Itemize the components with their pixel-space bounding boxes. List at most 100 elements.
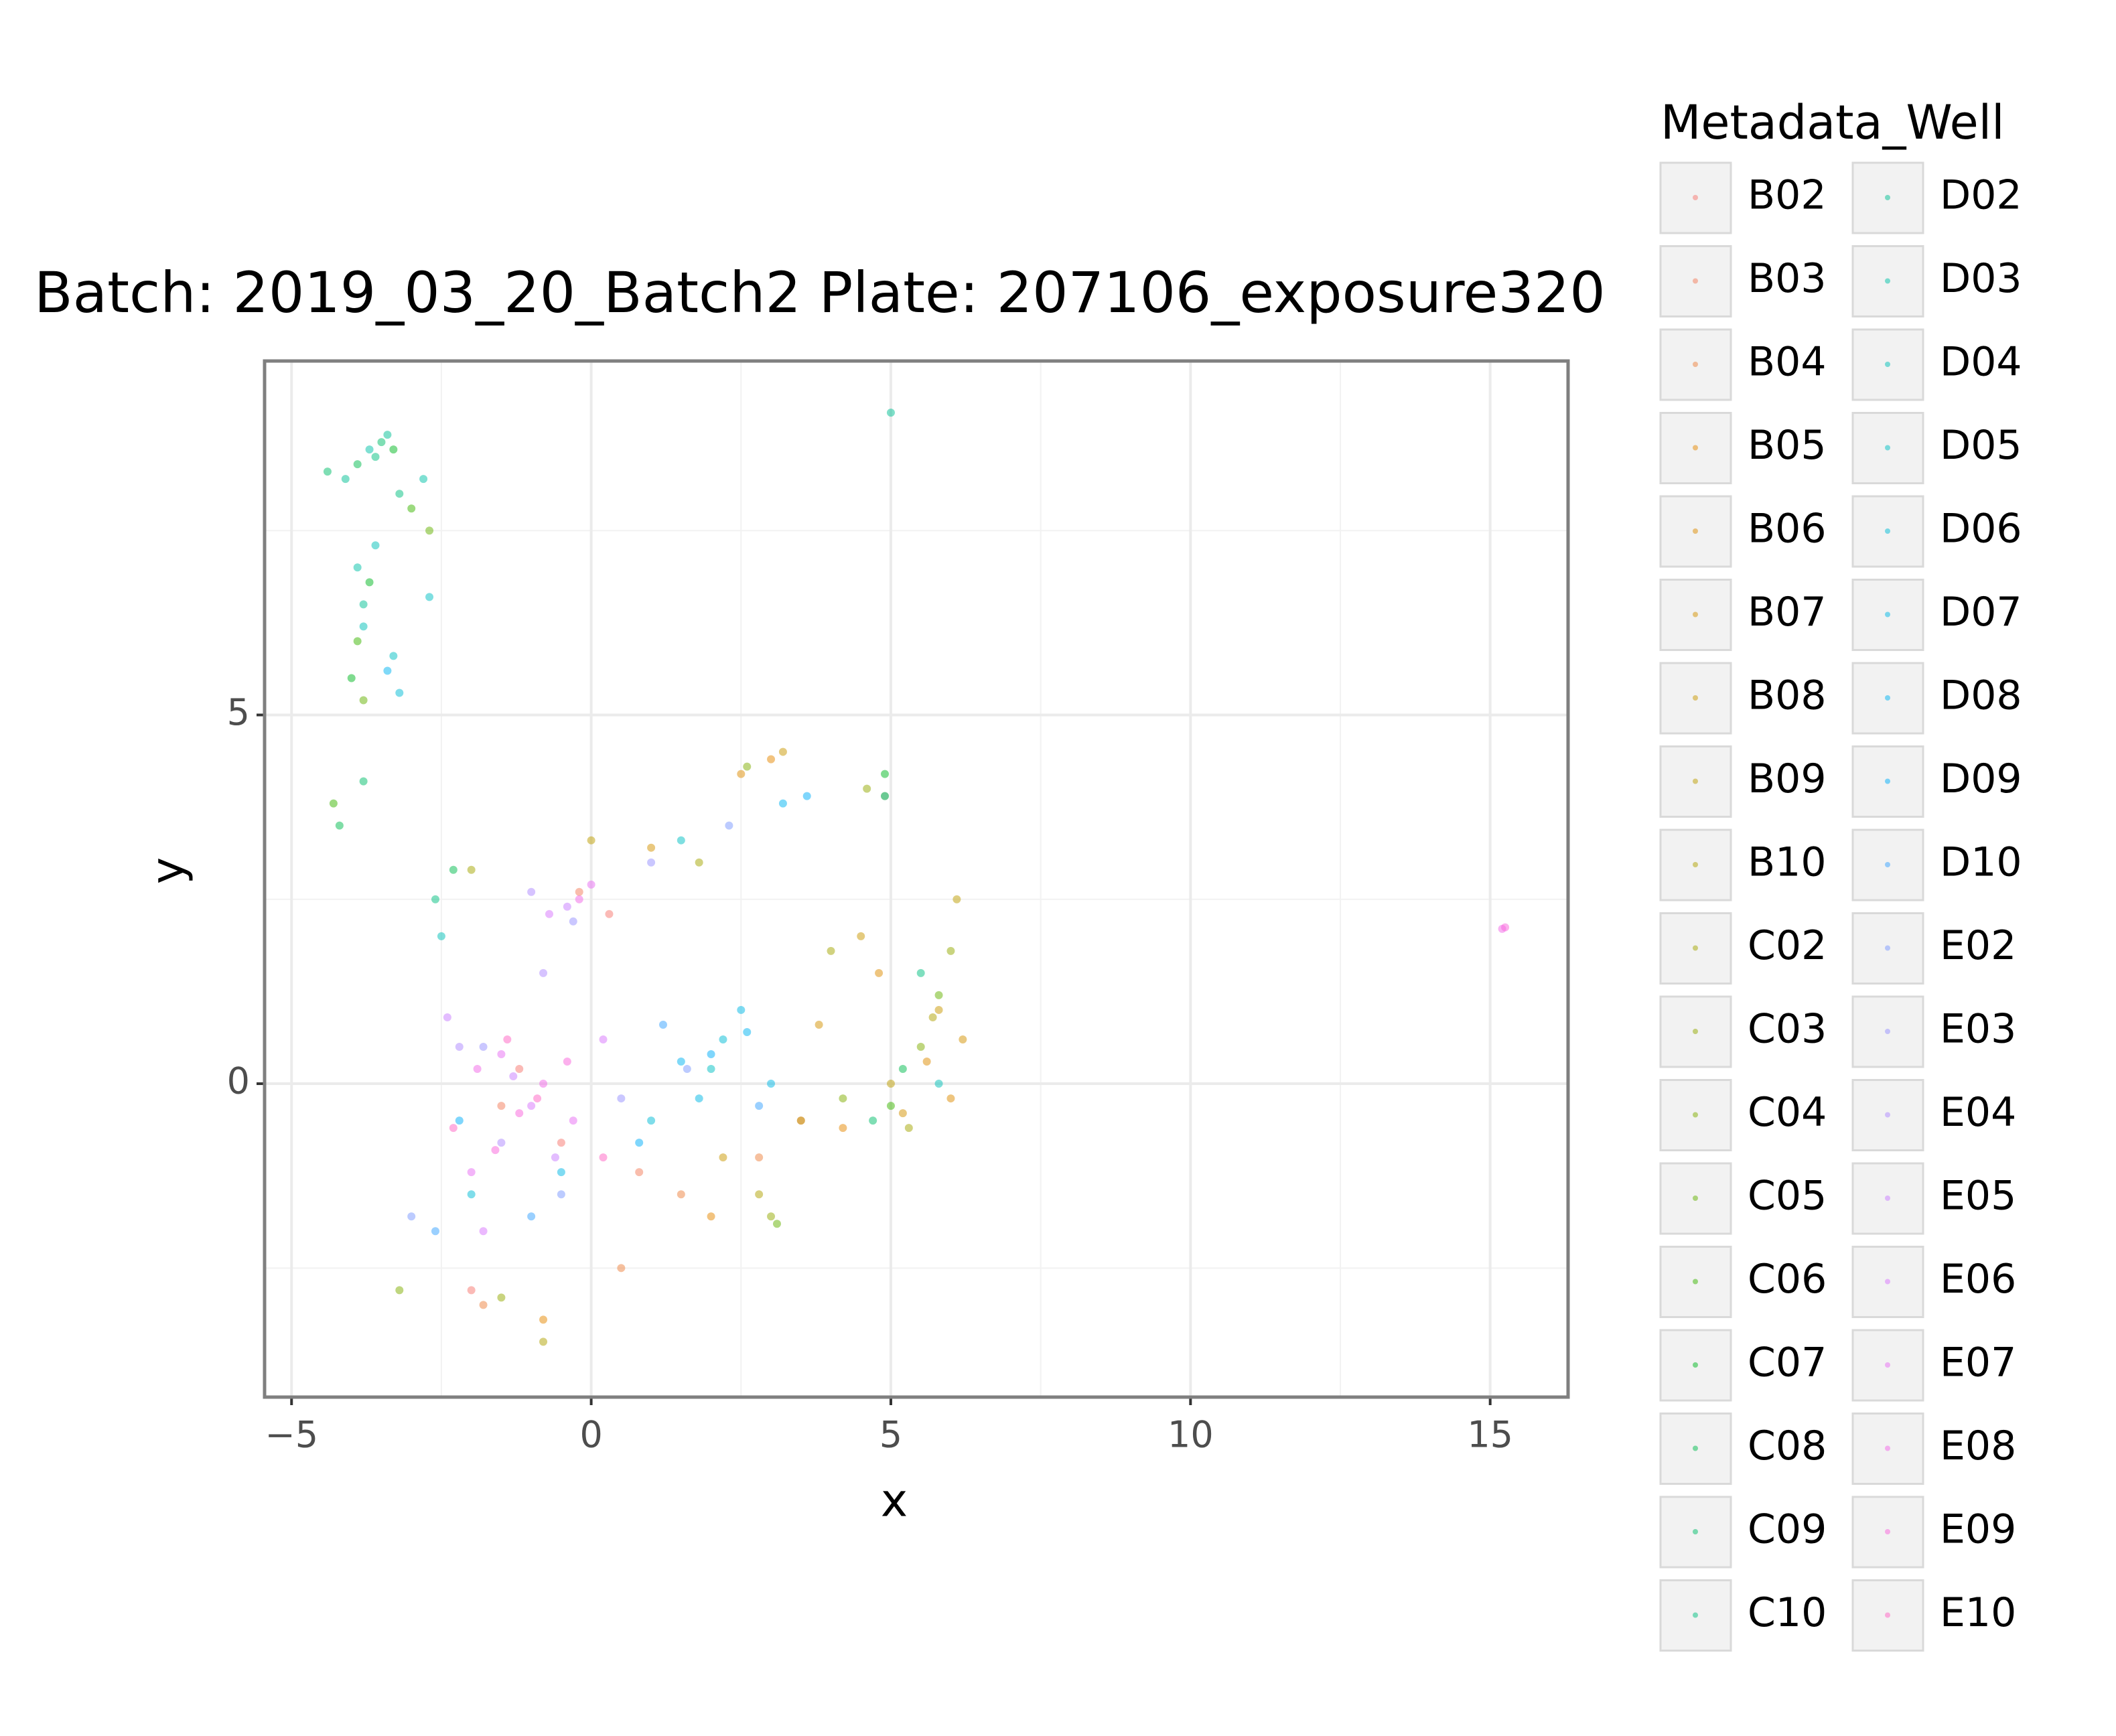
legend-key bbox=[1851, 579, 1924, 651]
legend-dot bbox=[1693, 1445, 1698, 1451]
point bbox=[497, 1050, 506, 1059]
point bbox=[377, 438, 386, 447]
point bbox=[497, 1102, 506, 1110]
point bbox=[527, 1212, 536, 1221]
point bbox=[479, 1301, 488, 1309]
point bbox=[407, 1212, 416, 1221]
legend-dot bbox=[1693, 195, 1698, 200]
legend-dot bbox=[1885, 362, 1890, 367]
point bbox=[707, 1212, 715, 1221]
legend-dot bbox=[1885, 1612, 1890, 1618]
point bbox=[449, 1124, 457, 1133]
legend-label: B07 bbox=[1748, 589, 1827, 636]
legend-key bbox=[1659, 745, 1732, 818]
point bbox=[881, 770, 890, 778]
legend-label: B04 bbox=[1748, 339, 1827, 386]
legend-key bbox=[1851, 161, 1924, 234]
point bbox=[695, 858, 703, 867]
point bbox=[869, 1116, 877, 1125]
legend-label: B10 bbox=[1748, 839, 1827, 886]
point bbox=[815, 1020, 823, 1029]
point bbox=[389, 652, 398, 660]
point bbox=[635, 1168, 644, 1177]
legend-label: E05 bbox=[1940, 1173, 2016, 1220]
point bbox=[539, 968, 548, 977]
legend-dot bbox=[1885, 778, 1890, 784]
point bbox=[359, 600, 368, 609]
point bbox=[545, 910, 553, 918]
legend-label: D07 bbox=[1940, 589, 2022, 636]
legend-dot bbox=[1693, 1279, 1698, 1285]
point bbox=[605, 910, 614, 918]
x-tick-label: −5 bbox=[265, 1414, 318, 1456]
point bbox=[443, 1013, 451, 1021]
legend-label: B08 bbox=[1748, 672, 1827, 719]
point bbox=[431, 895, 439, 903]
legend-label: B03 bbox=[1748, 255, 1827, 302]
point bbox=[898, 1065, 907, 1074]
point bbox=[916, 1042, 925, 1051]
point bbox=[539, 1080, 548, 1088]
point bbox=[353, 563, 362, 572]
point bbox=[743, 762, 752, 771]
legend-key bbox=[1659, 1413, 1732, 1485]
point bbox=[425, 593, 434, 601]
point bbox=[916, 968, 925, 977]
point bbox=[575, 895, 583, 903]
point bbox=[922, 1058, 931, 1066]
point bbox=[371, 453, 380, 461]
point bbox=[515, 1109, 524, 1118]
legend-dot bbox=[1885, 1529, 1890, 1534]
point bbox=[617, 1094, 626, 1103]
point bbox=[431, 1227, 439, 1236]
point bbox=[725, 821, 733, 830]
legend-label: B09 bbox=[1748, 755, 1827, 802]
point bbox=[934, 991, 943, 999]
point bbox=[658, 1020, 667, 1029]
point bbox=[455, 1116, 464, 1125]
point bbox=[359, 622, 368, 631]
point bbox=[539, 1315, 548, 1324]
legend-dot bbox=[1693, 1529, 1698, 1534]
point bbox=[677, 836, 685, 845]
point bbox=[857, 932, 865, 940]
legend-label: E10 bbox=[1940, 1589, 2016, 1636]
legend-dot bbox=[1885, 611, 1890, 618]
point bbox=[467, 1190, 476, 1199]
point bbox=[347, 674, 356, 682]
legend-dot bbox=[1885, 1196, 1890, 1201]
point bbox=[587, 836, 595, 845]
point bbox=[647, 1116, 656, 1125]
point bbox=[449, 865, 457, 874]
legend-dot bbox=[1693, 1029, 1698, 1034]
point bbox=[719, 1153, 727, 1162]
point bbox=[551, 1153, 559, 1162]
point bbox=[778, 799, 787, 808]
point bbox=[515, 1065, 524, 1074]
point bbox=[353, 637, 362, 646]
point bbox=[737, 1005, 746, 1014]
legend-key bbox=[1659, 828, 1732, 901]
point bbox=[419, 475, 428, 484]
point bbox=[533, 1094, 542, 1103]
point bbox=[383, 666, 392, 675]
legend-dot bbox=[1693, 528, 1698, 534]
point bbox=[778, 747, 787, 756]
point bbox=[767, 1212, 776, 1221]
point bbox=[1501, 923, 1510, 932]
legend-dot bbox=[1885, 862, 1890, 867]
point bbox=[557, 1168, 565, 1177]
point bbox=[569, 1116, 577, 1125]
point bbox=[395, 1286, 404, 1295]
point bbox=[467, 865, 476, 874]
point bbox=[389, 445, 398, 454]
point bbox=[383, 431, 392, 439]
point bbox=[479, 1227, 488, 1236]
legend-label: C07 bbox=[1748, 1340, 1827, 1386]
point bbox=[767, 755, 776, 764]
x-tick-label: 15 bbox=[1467, 1414, 1513, 1456]
point bbox=[928, 1013, 937, 1021]
point bbox=[395, 490, 404, 498]
point bbox=[617, 1264, 626, 1273]
